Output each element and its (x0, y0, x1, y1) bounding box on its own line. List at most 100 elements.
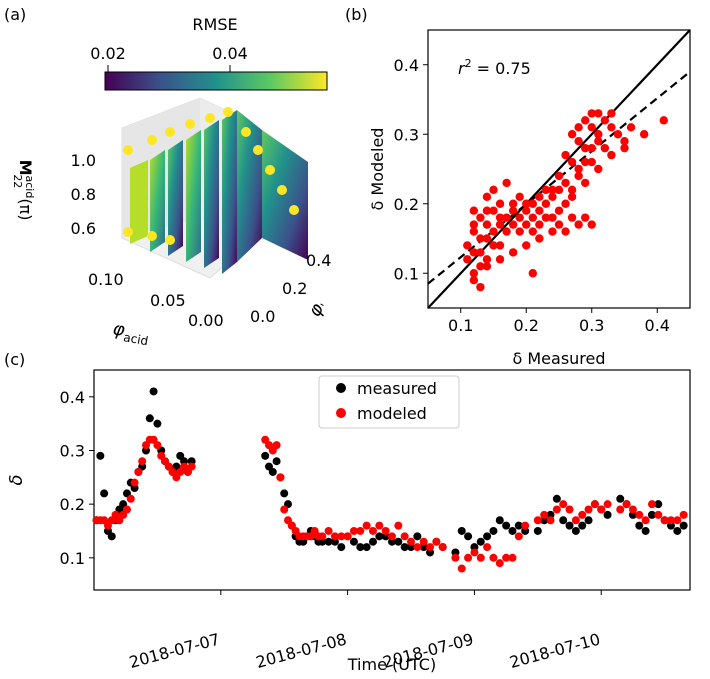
timeseries-point-modeled (375, 521, 384, 530)
scatter-point (482, 262, 492, 271)
timeseries-point-modeled (571, 516, 580, 525)
scatter-point (476, 234, 485, 243)
scatter-point (581, 143, 590, 153)
timeseries-point-modeled (552, 505, 561, 514)
timeseries-point-measured (508, 526, 517, 535)
timeseries-y-tick-label: 0.3 (60, 441, 85, 460)
scatter-point (600, 116, 610, 125)
timeseries-x-label: Time (UTC) (347, 655, 436, 674)
timeseries-point-modeled (546, 516, 555, 525)
timeseries-points (92, 387, 688, 573)
scatter-point (482, 206, 492, 215)
timeseries-point-modeled (622, 500, 631, 509)
timeseries-point-measured (489, 526, 498, 535)
timeseries-point-measured (514, 521, 523, 530)
timeseries-point-measured (603, 510, 612, 519)
scatter-point (554, 206, 564, 215)
scatter-x-label: δ Measured (512, 349, 605, 368)
scatter-point (548, 192, 557, 201)
scatter-point (535, 192, 544, 201)
timeseries-point-measured (476, 537, 485, 546)
timeseries-point-modeled (356, 526, 365, 535)
timeseries-point-modeled (438, 543, 447, 552)
scatter-point (594, 164, 603, 174)
timeseries-point-modeled (362, 521, 371, 530)
scatter-point (469, 220, 479, 229)
scatter-point (548, 185, 557, 195)
scatter-point (574, 137, 583, 146)
scatter-point (469, 248, 479, 257)
timeseries-point-modeled (647, 500, 656, 509)
scatter-x-tick-label: 0.2 (514, 316, 539, 335)
timeseries-point-measured (559, 516, 568, 525)
scatter-point (476, 248, 485, 257)
scatter-point (528, 213, 537, 222)
scatter-point (567, 192, 577, 201)
timeseries-point-measured (571, 526, 580, 535)
timeseries-point-measured (96, 451, 105, 460)
z-axis-label: Macid22(π) (11, 160, 36, 221)
timeseries-point-measured (679, 521, 688, 530)
scatter-point (548, 227, 557, 236)
scatter-point (567, 157, 577, 167)
scatter-point (535, 234, 544, 243)
timeseries-point-modeled (533, 516, 542, 525)
y-tick-label: 0.4 (306, 251, 331, 270)
scatter-point (574, 164, 583, 174)
timeseries-point-measured (654, 500, 663, 509)
timeseries-point-modeled (584, 505, 593, 514)
scatter-point (495, 255, 505, 264)
scatter-point (482, 234, 492, 243)
timeseries-point-modeled (565, 505, 574, 514)
timeseries-y-tick-label: 0.1 (60, 549, 85, 568)
timeseries-y-tick-label: 0.4 (60, 388, 85, 407)
timeseries-point-modeled (635, 510, 644, 519)
scatter-point (469, 276, 479, 285)
scatter-point (469, 206, 479, 215)
timeseries-point-measured (145, 414, 154, 423)
timeseries-point-modeled (138, 457, 147, 466)
scatter-point (495, 213, 505, 222)
scatter-point (469, 227, 479, 236)
timeseries-point-measured (635, 521, 644, 530)
scatter-point (463, 255, 472, 264)
timeseries-point-modeled (476, 553, 485, 562)
timeseries-point-modeled (603, 500, 612, 509)
timeseries-point-measured (400, 543, 409, 552)
scatter-point (561, 199, 570, 208)
scatter-point (587, 143, 596, 153)
timeseries-x-tick-label: 2018-07-07 (127, 630, 222, 672)
scatter-point (626, 123, 636, 132)
scatter-plot-area (427, 29, 691, 309)
timeseries-point-modeled (654, 510, 663, 519)
timeseries-point-measured (641, 526, 650, 535)
timeseries-point-modeled (616, 505, 625, 514)
colorbar (104, 71, 328, 91)
legend-label-modeled: modeled (357, 404, 427, 423)
scatter-point (476, 262, 485, 271)
timeseries-point-modeled (272, 441, 281, 450)
timeseries-point-measured (149, 387, 158, 396)
scatter-point (587, 109, 596, 118)
scatter-point (554, 220, 564, 229)
timeseries-point-modeled (368, 526, 377, 535)
timeseries-y-label: δ (6, 474, 27, 485)
timeseries-point-modeled (508, 553, 517, 562)
scatter-point (515, 192, 524, 201)
y-tick-label: 0.0 (250, 307, 275, 326)
volume-slice (130, 160, 148, 244)
timeseries-point-modeled (419, 537, 428, 546)
scatter-point (522, 220, 531, 229)
scatter-point (495, 241, 505, 250)
scatter-point (561, 178, 570, 188)
timeseries-point-measured (362, 543, 371, 552)
scatter-point (620, 137, 629, 146)
scatter-y-tick-label: 0.1 (394, 264, 419, 283)
scatter-point (476, 213, 485, 222)
scatter-point (600, 143, 610, 153)
timeseries-point-measured (100, 489, 109, 498)
timeseries-point-modeled (540, 510, 549, 519)
timeseries-point-modeled (153, 441, 162, 450)
scatter-ticks: 0.1 0.2 0.3 0.4 0.1 0.2 0.3 0.4 (394, 56, 670, 335)
